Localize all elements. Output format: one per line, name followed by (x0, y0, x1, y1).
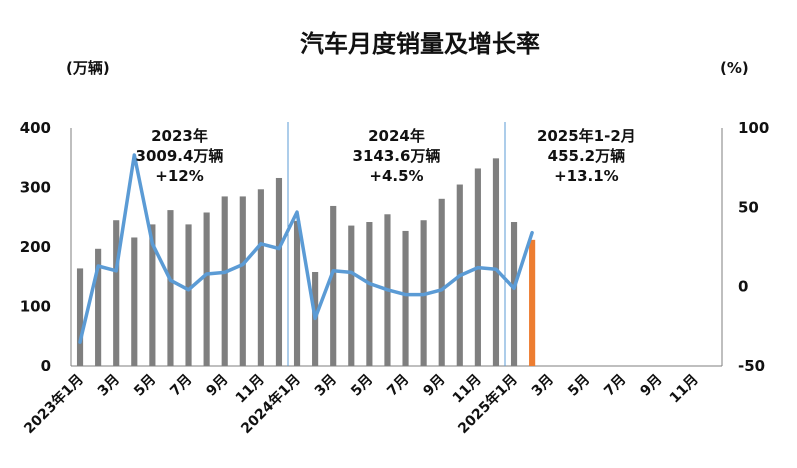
x-tick-label: 11月 (667, 372, 702, 407)
annotation-3-line-2: 455.2万辆 (548, 147, 625, 165)
bar-2025-02 (529, 239, 536, 366)
x-tick-label: 9月 (637, 372, 665, 400)
right-axis-unit: (%) (720, 59, 749, 77)
bar-2024-05 (366, 222, 373, 366)
bar-2023-05 (149, 224, 156, 366)
bar-2025-01 (510, 222, 518, 366)
bar-2023-09 (221, 196, 228, 366)
left-tick-label: 400 (20, 119, 51, 137)
growth-rate-line (78, 153, 534, 344)
x-tick-label: 7月 (167, 372, 195, 400)
bar-2023-01 (76, 268, 84, 366)
bar-2023-02 (95, 248, 102, 366)
left-tick-label: 0 (41, 357, 51, 375)
annotation-1-line-1: 2023年 (151, 127, 208, 145)
annotation-3-line-1: 2025年1-2月 (537, 127, 636, 145)
chart-title: 汽车月度销量及增长率 (300, 30, 540, 58)
x-tick-label: 9月 (203, 372, 231, 400)
left-tick-label: 200 (20, 238, 51, 256)
bar-2023-07 (185, 224, 192, 366)
bar-2024-09 (438, 198, 445, 366)
right-tick-label: 100 (738, 119, 769, 137)
x-tick-label: 3月 (529, 372, 557, 400)
left-tick-label: 100 (20, 298, 51, 316)
x-tick-label: 3月 (312, 372, 340, 400)
x-tick-label: 7月 (384, 372, 412, 400)
x-tick-label: 5月 (348, 372, 376, 400)
annotation-2-line-3: +4.5% (369, 167, 423, 185)
bar-2024-12 (492, 158, 500, 366)
bar-2024-07 (402, 230, 409, 366)
bar-2024-01 (293, 220, 301, 366)
x-tick-label: 7月 (601, 372, 629, 400)
bar-2023-04 (131, 237, 138, 366)
annotation-2-line-1: 2024年 (368, 127, 425, 145)
annotation-2-line-2: 3143.6万辆 (353, 147, 441, 165)
left-tick-label: 300 (20, 179, 51, 197)
annotation-1-line-2: 3009.4万辆 (136, 147, 224, 165)
bar-2024-04 (348, 225, 355, 366)
bar-2023-06 (167, 210, 174, 366)
bar-2023-11 (257, 189, 264, 366)
annotation-1-line-3: +12% (155, 167, 203, 185)
x-tick-label: 5月 (565, 372, 593, 400)
bar-2023-12 (275, 177, 283, 366)
x-tick-label: 2023年1月 (21, 371, 87, 437)
right-tick-label: 50 (738, 198, 759, 216)
bar-2023-03 (113, 220, 120, 366)
x-tick-label: 3月 (95, 372, 123, 400)
left-axis-unit: (万辆) (66, 59, 110, 77)
x-tick-label: 9月 (420, 372, 448, 400)
annotation-3-line-3: +13.1% (554, 167, 619, 185)
right-tick-label: -50 (738, 357, 765, 375)
bar-2024-03 (330, 205, 337, 366)
right-tick-label: 0 (738, 278, 748, 296)
bar-2023-08 (203, 212, 210, 366)
bar-2023-10 (239, 196, 246, 366)
x-tick-label: 5月 (131, 372, 159, 400)
